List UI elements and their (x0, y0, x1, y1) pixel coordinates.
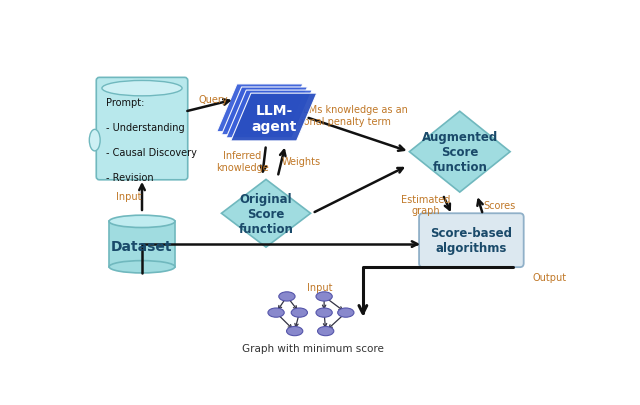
Polygon shape (410, 112, 510, 193)
FancyBboxPatch shape (96, 78, 188, 180)
Polygon shape (221, 88, 307, 135)
Text: Input: Input (307, 282, 333, 292)
Text: Dataset: Dataset (111, 239, 173, 253)
FancyBboxPatch shape (419, 214, 524, 268)
Ellipse shape (102, 81, 182, 97)
Text: Augmented
Score
function: Augmented Score function (422, 131, 498, 174)
Text: Impose LLMs knowledge as an
additional penalty term: Impose LLMs knowledge as an additional p… (259, 105, 408, 126)
Polygon shape (221, 180, 310, 247)
Polygon shape (231, 94, 317, 141)
Ellipse shape (90, 130, 100, 151)
Text: LLM-
agent: LLM- agent (252, 103, 297, 134)
Polygon shape (217, 85, 303, 132)
Text: Original
Score
function: Original Score function (239, 192, 293, 235)
Text: Query: Query (198, 94, 228, 104)
Ellipse shape (287, 327, 303, 336)
Text: Input: Input (116, 192, 141, 201)
Text: Score-based
algorithms: Score-based algorithms (430, 227, 513, 255)
Text: Weights: Weights (282, 156, 321, 166)
Text: Inferred
knowledge: Inferred knowledge (216, 151, 269, 172)
Ellipse shape (316, 308, 332, 318)
Ellipse shape (109, 261, 175, 273)
FancyBboxPatch shape (109, 222, 175, 267)
Text: Estimated
graph: Estimated graph (401, 194, 451, 216)
Ellipse shape (291, 308, 307, 318)
Ellipse shape (316, 292, 332, 301)
Text: Prompt:

- Understanding

- Causal Discovery

- Revision: Prompt: - Understanding - Causal Discove… (106, 98, 197, 182)
Ellipse shape (268, 308, 284, 318)
Ellipse shape (279, 292, 295, 301)
Text: Graph with minimum score: Graph with minimum score (241, 343, 383, 353)
Text: Scores: Scores (483, 200, 515, 210)
Ellipse shape (109, 215, 175, 228)
Ellipse shape (317, 327, 334, 336)
Ellipse shape (338, 308, 354, 318)
Polygon shape (226, 91, 312, 139)
Text: Output: Output (532, 273, 566, 282)
